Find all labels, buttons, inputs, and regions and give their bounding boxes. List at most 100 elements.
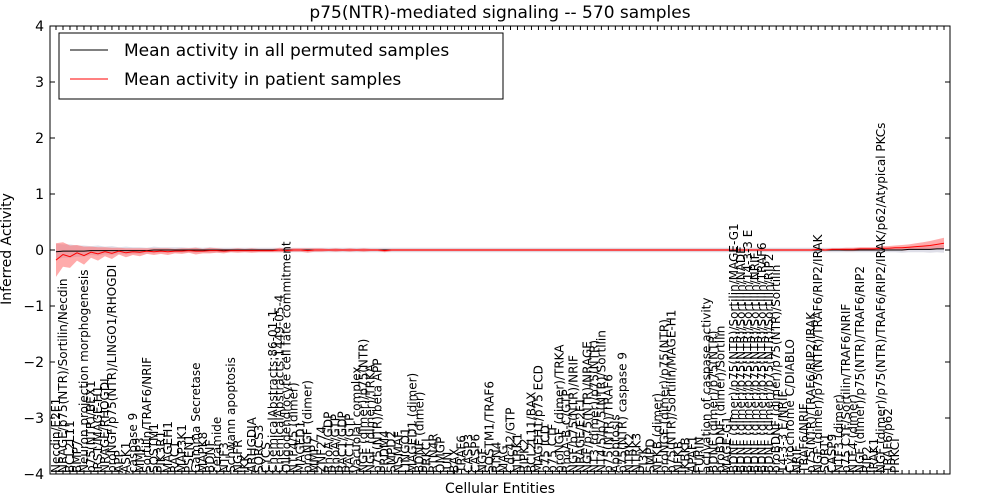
series-lines (55, 242, 945, 261)
series-line-patient (55, 242, 945, 261)
entity-label: BDNF (dimer)/p75(NTR) (706, 331, 720, 473)
entity-label: RIP2 (860, 446, 874, 473)
entity-label: ARHGDIA (245, 416, 259, 473)
entity-label: Vacuolar complex (350, 367, 364, 473)
entity-label: RAC1 (168, 441, 182, 473)
entity-label: ceramide (210, 417, 224, 473)
entity-label: Cdc42/GTP (504, 408, 518, 473)
entity-label: FURIN (692, 436, 706, 473)
entity-label: proBDNF (dimer)/Sortilin (713, 326, 727, 473)
entity-label: NSMAF (392, 431, 406, 473)
entity-label: CASP6 (469, 434, 483, 473)
entity-label: BDNF (dimer)/p75(NTR)/Sortilin/RIP2 (762, 254, 776, 473)
entity-label: NRAGE/p75(NTR)/Sortilin/Necdin (56, 279, 70, 473)
entity-label: NRAGE/RHOGDI (98, 378, 112, 473)
y-tick-label: 4 (35, 19, 44, 35)
entity-label: IRAK1 (867, 438, 881, 473)
entity-label: Schwann apoptosis (224, 357, 238, 473)
chart-title: p75(NTR)-mediated signaling -- 570 sampl… (309, 3, 690, 23)
x-axis-ticks (55, 26, 945, 474)
entity-label: BDNF (dimer)/p75(NTR)/Sortilin/NADE (734, 246, 748, 473)
entity-label: activation of caspase activity (699, 298, 713, 473)
entity-label: BMP7 (70, 440, 84, 473)
entity-label: NGF (dimer)/p75(NTR) (357, 339, 371, 473)
entity-label: NTF3 (dimer) (832, 394, 846, 473)
entity-label: NGF (476, 448, 490, 473)
entity-label: RAC1/GTP (343, 414, 357, 473)
entity-label: NTRK2 (622, 433, 636, 473)
entity-label: NRAGE/E2F1 (573, 397, 587, 473)
entity-label: NTF3 (217, 442, 231, 473)
entity-label: MAG (497, 445, 511, 473)
entity-label: p75(NTR)/TRAF6 (601, 374, 615, 473)
entity-label: NGF/p75(NTR)/NRAGE (580, 341, 594, 473)
entity-label: PRKCI (420, 438, 434, 473)
entity-label: NGF (dimer)/p75(NTR)/TRAF6/RIP2 (853, 266, 867, 473)
entity-label: proNGF (dimer) (301, 380, 315, 473)
entity-label: MAGED1 (dimer) (406, 373, 420, 473)
permuted-band (56, 243, 944, 260)
entity-label: RIPK2 (518, 438, 532, 473)
entity-label: RhoA/GTP (329, 414, 343, 473)
y-tick-label: 2 (35, 131, 44, 147)
entity-label: JUN (441, 452, 455, 474)
entity-label: CYCS (259, 442, 273, 473)
entity-label: IKK (238, 453, 252, 473)
entity-label: p75(NTR)/beta APP (371, 359, 385, 474)
entity-label: OMGP (434, 437, 448, 473)
confidence-bands (56, 237, 944, 277)
entity-label: MMP3 (133, 437, 147, 473)
entity-label: BDNF (dimer)/p75(NTR)/Sortilin/MAGE-G1 (727, 223, 741, 473)
entity-label: NGFR (231, 439, 245, 473)
entity-label: Sortilin/TRAF6/NRIF (140, 357, 154, 473)
entity-label: Cytochrome C/DIABLO (783, 339, 797, 473)
y-tick-label: 3 (35, 75, 44, 91)
entity-label: TRAF6/p62 (881, 408, 895, 474)
y-tick-label: 1 (35, 187, 44, 203)
entity-label: caspase 9 (126, 413, 140, 473)
entity-label: BCL2L11 (63, 420, 77, 473)
entity-label: BAX (448, 448, 462, 473)
entity-label: SMPD (643, 439, 657, 473)
entity-label: Apoptosis (608, 414, 622, 473)
entity-label: BDNF (203, 440, 217, 473)
entity-label: BDNF (dimer)/p75(NTR)/Sortilin/14-3-3 E (741, 230, 755, 473)
entity-label: MMP7 (308, 437, 322, 473)
entity-label: CASP3 (462, 434, 476, 473)
y-tick-label: −2 (23, 355, 44, 371)
entity-label: RTN4R (427, 433, 441, 473)
entity-label: MAP3K1 (175, 424, 189, 473)
y-tick-label: −1 (23, 299, 44, 315)
entity-label: p75 ICD (538, 425, 552, 473)
entity-label: proNGF (dimer)/TRKA (552, 344, 566, 473)
entity-label: LINGO1 (399, 427, 413, 473)
entity-label: p75(NTR)/Sortilin/MAGE-H1 (664, 310, 678, 473)
y-axis-label: Inferred Activity (0, 193, 15, 305)
entity-label: NT4/5/p75(NTR)/Sortilin (594, 330, 608, 473)
y-axis-ticks: −4 −3 −2 −1 0 1 2 3 4 (23, 19, 950, 483)
entity-label: Gamma Secretase (189, 362, 203, 473)
legend-label-patient: Mean activity in patient samples (124, 70, 401, 90)
entity-label: ASK1 (119, 442, 133, 473)
entity-label: ChemicalAbstracts:1449-05-4 (273, 295, 287, 473)
y-tick-label: 0 (35, 243, 44, 259)
entity-label: Oligodendrocyte cell fate commitment (280, 241, 294, 473)
entity-label: IRS1/MAGE-H1 (91, 386, 105, 473)
entity-label: ChemicalAbstracts:86-01-1 (266, 310, 280, 473)
entity-label: APAF1 (685, 436, 699, 473)
entity-label: NGF (dimer)/TRKA (364, 363, 378, 473)
entity-label: p75 CTF (545, 424, 559, 473)
entity-label: BDNF (dimer) (413, 392, 427, 474)
entity-label: proNGF (dimer)/p75(NTR) (657, 319, 671, 473)
entity-label: NTRK1 (511, 433, 525, 473)
entity-label: ZNF274 (315, 426, 329, 473)
entity-label: BCL2L11/BAX (525, 392, 539, 473)
entity-label: RhoA-B-C/GTP (559, 389, 573, 473)
entity-label: SQSTM1 (147, 423, 161, 473)
entity-label: MAGEH1/p75 ECD (532, 365, 546, 473)
entity-label: MAPK8 (196, 432, 210, 473)
entity-label: p75(NTR)/TRAF6/RIP2/IRAK (804, 311, 818, 473)
entity-label: NT3 (dimer)/p75(NTR) (587, 340, 601, 473)
entity-labels: Necdin/E2F1NRAGE/p75(NTR)/Sortilin/Necdi… (49, 123, 902, 474)
